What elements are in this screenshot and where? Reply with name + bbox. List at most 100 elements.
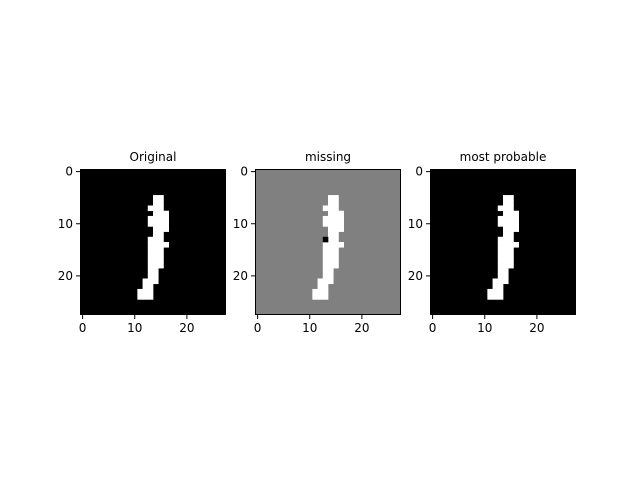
white-pixel [503, 247, 509, 253]
white-pixel [328, 278, 334, 285]
white-pixel [142, 278, 149, 285]
panel-title: most probable [460, 150, 547, 164]
white-pixel [322, 262, 329, 269]
white-pixel [328, 195, 334, 201]
white-pixel [497, 288, 504, 295]
white-pixel [147, 294, 154, 300]
white-pixel [158, 236, 164, 243]
white-pixel [158, 262, 164, 269]
white-pixel [328, 268, 334, 274]
white-pixel [333, 221, 339, 227]
white-pixel [147, 257, 154, 264]
white-pixel [328, 200, 334, 206]
white-pixel [328, 242, 334, 248]
y-tick-label: 10 [233, 217, 248, 231]
white-pixel [333, 247, 339, 253]
panel-3: most probable 0 10 20 0 10 20 [408, 150, 576, 335]
white-pixel [333, 236, 339, 243]
white-pixel [158, 231, 164, 238]
white-pixel [328, 226, 334, 232]
white-pixel [333, 257, 339, 264]
panel-frame [80, 169, 226, 315]
white-pixel [147, 242, 154, 248]
panel-1: Original 0 10 20 0 10 20 [58, 150, 226, 335]
white-pixel [147, 205, 154, 212]
white-pixel [333, 195, 339, 201]
white-pixel [153, 221, 159, 227]
white-pixel [333, 252, 339, 258]
white-pixel [338, 242, 344, 248]
white-pixel [508, 205, 514, 212]
white-pixel [142, 294, 149, 300]
white-pixel [147, 247, 154, 253]
white-pixel [147, 278, 154, 285]
white-pixel [163, 215, 169, 222]
white-pixel [492, 294, 499, 300]
white-pixel [333, 200, 339, 206]
white-pixel [153, 210, 159, 217]
white-pixel [328, 231, 334, 238]
white-pixel [137, 294, 143, 300]
white-pixel [333, 210, 339, 217]
white-pixel [322, 242, 329, 248]
white-pixel [322, 268, 329, 274]
white-pixel [328, 210, 334, 217]
white-pixel [508, 247, 514, 253]
white-pixel [153, 200, 159, 206]
white-pixel [508, 221, 514, 227]
white-pixel [338, 226, 344, 232]
y-tick-label: 0 [240, 165, 248, 179]
x-tick-label: 0 [429, 321, 437, 335]
white-pixel [503, 226, 509, 232]
white-pixel [147, 262, 154, 269]
panel-frame [430, 169, 576, 315]
white-pixel [508, 195, 514, 201]
white-pixel [163, 226, 169, 232]
y-tick-label: 20 [233, 269, 248, 283]
white-pixel [497, 236, 504, 243]
x-tick-label: 0 [254, 321, 262, 335]
white-pixel [163, 242, 169, 248]
white-pixel [147, 283, 154, 290]
white-pixel [497, 221, 504, 227]
white-pixel [153, 273, 159, 279]
white-pixel [513, 210, 519, 217]
white-pixel [333, 226, 339, 232]
white-pixel [328, 221, 334, 227]
white-pixel [508, 210, 514, 217]
white-pixel [153, 205, 159, 212]
white-pixel [153, 257, 159, 264]
white-pixel [153, 242, 159, 248]
white-pixel [492, 278, 499, 285]
white-pixel [503, 242, 509, 248]
white-pixel [147, 236, 154, 243]
white-pixel [492, 288, 499, 295]
y-tick-label: 20 [58, 269, 73, 283]
white-pixel [328, 236, 334, 243]
white-pixel [322, 278, 329, 285]
white-pixel [317, 278, 324, 285]
white-pixel [317, 294, 324, 300]
white-pixel [328, 215, 334, 222]
white-pixel [153, 268, 159, 274]
white-pixel [317, 288, 324, 295]
white-pixel [322, 288, 329, 295]
white-pixel [497, 242, 504, 248]
white-pixel [328, 205, 334, 212]
white-pixel [508, 226, 514, 232]
white-pixel [503, 252, 509, 258]
white-pixel [513, 215, 519, 222]
white-pixel [338, 221, 344, 227]
white-pixel [513, 221, 519, 227]
white-pixel [503, 221, 509, 227]
white-pixel [158, 205, 164, 212]
white-pixel [333, 262, 339, 269]
white-pixel [492, 283, 499, 290]
panel-2: missing 0 10 20 0 10 20 [233, 150, 401, 335]
white-pixel [153, 252, 159, 258]
white-pixel [322, 247, 329, 253]
y-tick-label: 0 [415, 165, 423, 179]
panel-frame [255, 169, 401, 315]
white-pixel [508, 257, 514, 264]
